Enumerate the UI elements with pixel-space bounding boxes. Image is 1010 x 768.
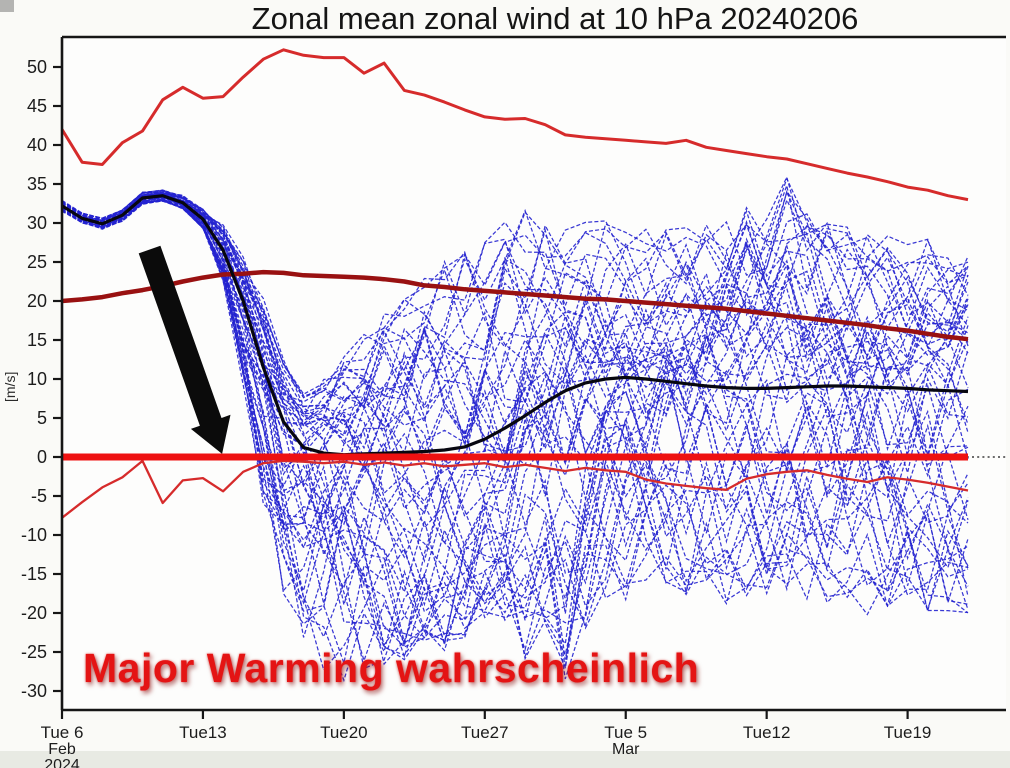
y-tick-label: -5 — [31, 486, 47, 506]
arrow-annotation — [138, 245, 231, 454]
y-tick-label: -15 — [21, 564, 47, 584]
y-tick-label: 15 — [27, 330, 47, 350]
ensemble-member-line — [61, 196, 969, 661]
ensemble-member-line — [61, 200, 969, 638]
ensemble-member-line — [61, 200, 969, 639]
ensemble-member-line — [61, 199, 969, 647]
ensemble-member-line — [61, 196, 969, 680]
y-tick-label: -25 — [21, 642, 47, 662]
y-tick-label: -30 — [21, 681, 47, 701]
x-tick-label: Tue13 — [179, 723, 227, 742]
x-tick-label: Tue20 — [320, 723, 368, 742]
x-tick-sublabel: 2024 — [44, 757, 80, 768]
y-tick-label: 50 — [27, 57, 47, 77]
ensemble-member-line — [61, 196, 969, 534]
y-tick-label: 25 — [27, 252, 47, 272]
y-tick-label: 5 — [37, 408, 47, 428]
ensemble-member-line — [61, 200, 969, 659]
y-tick-label: 0 — [37, 447, 47, 467]
ensemble-members — [61, 175, 969, 683]
y-tick-label: 45 — [27, 96, 47, 116]
warning-annotation: Major Warming wahrscheinlich — [83, 645, 700, 691]
y-tick-label: 40 — [27, 135, 47, 155]
ensemble-member-line — [61, 191, 969, 587]
y-tick-label: -10 — [21, 525, 47, 545]
y-tick-label: 35 — [27, 174, 47, 194]
y-tick-label: 30 — [27, 213, 47, 233]
x-tick-label: Tue27 — [461, 723, 509, 742]
ensemble-member-line — [61, 199, 969, 605]
ensemble-member-line — [61, 190, 969, 614]
ensemble-member-line — [61, 191, 969, 614]
climate-max-line — [60, 48, 969, 202]
y-tick-label: 10 — [27, 369, 47, 389]
ensemble-member-line — [61, 197, 969, 499]
ensemble-member-line — [61, 177, 969, 663]
ensemble-member-line — [61, 199, 969, 614]
ensemble-member-line — [61, 189, 969, 455]
ensemble-member-line — [61, 190, 969, 670]
bottom-band-artifact — [0, 751, 1010, 768]
y-tick-label: 20 — [27, 291, 47, 311]
ensemble-member-line — [61, 175, 969, 666]
ensemble-member-line — [61, 189, 969, 464]
ensemble-member-line — [61, 193, 969, 559]
x-tick-sublabel: Feb — [48, 741, 76, 758]
x-tick-label: Tue12 — [743, 723, 791, 742]
ensemble-member-line — [61, 192, 969, 495]
ensemble-member-line — [61, 198, 969, 542]
climate-mean-line — [61, 269, 969, 342]
x-tick-sublabel: Mar — [612, 741, 640, 758]
ensemble-mean-line — [61, 194, 969, 457]
x-tick-label: Tue 5 — [604, 723, 647, 742]
ensemble-member-line — [61, 193, 969, 672]
ensemble-member-line — [61, 194, 969, 524]
x-tick-label: Tue 6 — [41, 723, 84, 742]
ensemble-member-line — [61, 195, 969, 648]
climate-min-line — [61, 459, 969, 519]
chart-title: Zonal mean zonal wind at 10 hPa 20240206 — [251, 1, 859, 36]
y-axis-label: [m/s] — [2, 371, 18, 402]
y-tick-label: -20 — [21, 603, 47, 623]
axes — [60, 35, 1006, 712]
video-frame-artifact — [0, 0, 14, 12]
ensemble-member-line — [61, 193, 969, 572]
x-tick-label: Tue19 — [884, 723, 932, 742]
